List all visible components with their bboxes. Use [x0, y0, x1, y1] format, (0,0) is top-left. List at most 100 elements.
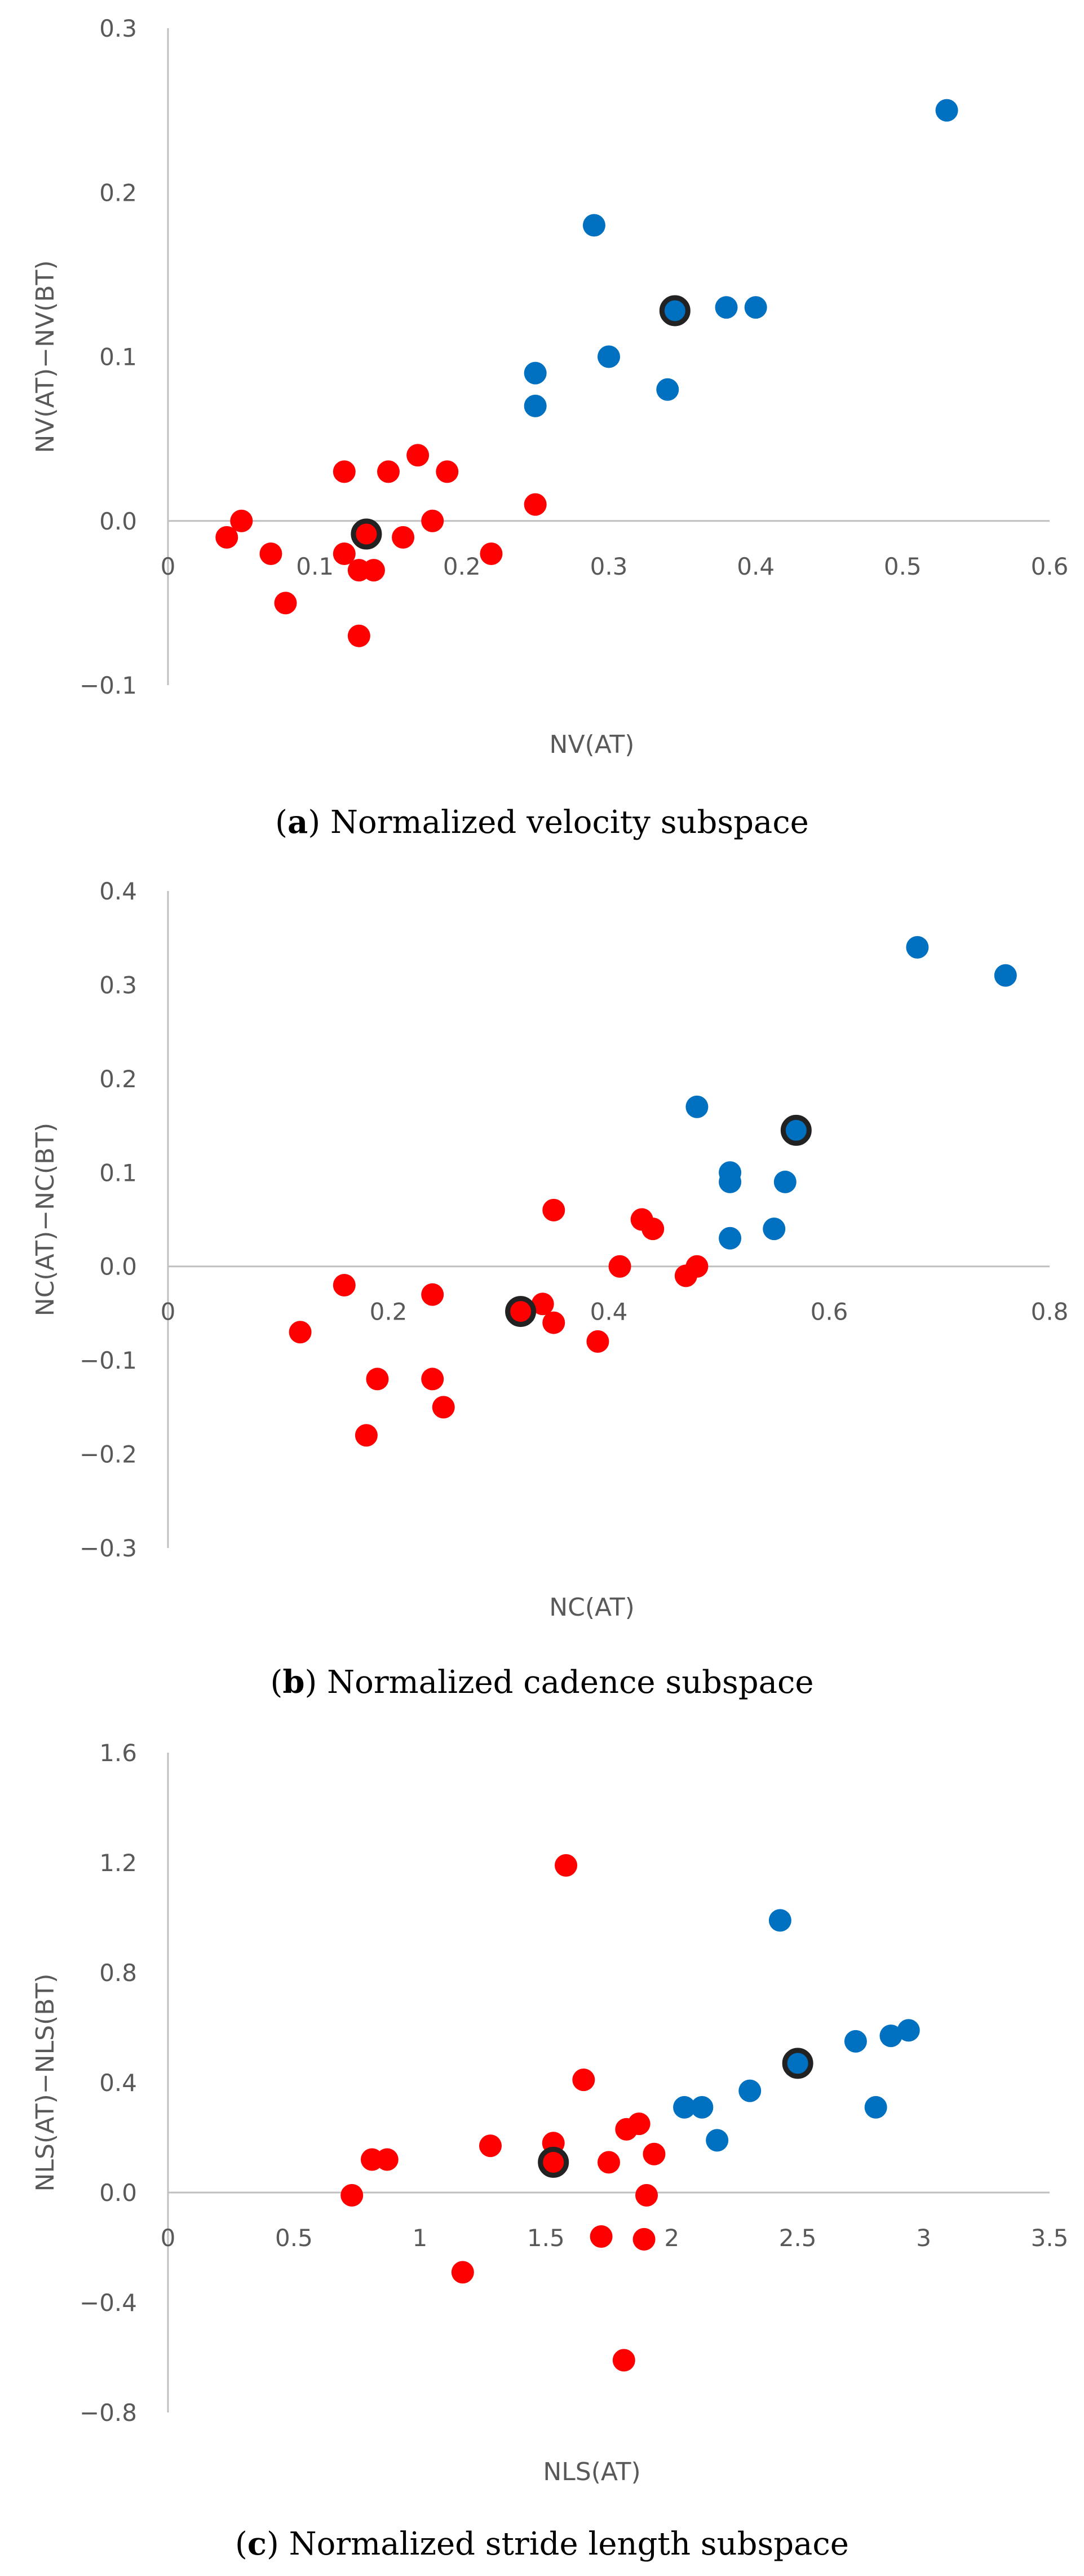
- red-point: [366, 1368, 389, 1391]
- red-point: [632, 2227, 656, 2251]
- x-tick-label: 2.5: [779, 2224, 817, 2252]
- caption-text: Normalized stride length subspace: [289, 2526, 849, 2562]
- y-tick-label: −0.3: [79, 1534, 137, 1562]
- y-axis-title: NLS(AT)−NLS(BT): [31, 1974, 60, 2192]
- x-tick-label: 1: [412, 2224, 427, 2252]
- blue-point: [685, 1095, 709, 1118]
- chart-1: −0.3 −0.2 −0.1 0.0 0.1 0.2 0.3 0.4 0 0.2 0.4 0.6 0.8…: [31, 877, 1068, 1622]
- y-tick-label: 0.0: [99, 508, 137, 535]
- blue-point: [673, 2096, 696, 2119]
- blue-point: [691, 2096, 714, 2119]
- y-tick-label: −0.1: [79, 1347, 137, 1374]
- x-tick-label: 3.5: [1031, 2224, 1069, 2252]
- y-tick-label: 1.2: [99, 1849, 137, 1877]
- red-point: [641, 1218, 665, 1241]
- blue-point: [719, 1170, 742, 1193]
- blue-point: [897, 2019, 920, 2042]
- red-point: [392, 526, 415, 549]
- red-point: [451, 2261, 474, 2284]
- red-point: [531, 1293, 554, 1316]
- red-point: [555, 1854, 578, 1877]
- blue-point: [844, 2030, 867, 2053]
- highlighted-point: [351, 518, 382, 550]
- red-point: [333, 460, 356, 483]
- x-tick-label: 0.6: [811, 1298, 848, 1326]
- red-point: [432, 1396, 455, 1419]
- red-point: [598, 2151, 620, 2174]
- blue-point: [598, 345, 620, 368]
- blue-point: [768, 1909, 791, 1932]
- blue-point: [706, 2129, 729, 2152]
- blue-point: [994, 964, 1017, 987]
- y-tick-label: 0.1: [99, 343, 137, 371]
- x-tick-label: 0.1: [296, 553, 334, 580]
- x-tick-label: 0: [161, 1298, 176, 1326]
- blue-point: [864, 2096, 887, 2119]
- red-point: [259, 542, 282, 565]
- caption-a: (a) Normalized velocity subspace: [275, 804, 809, 841]
- blue-point: [879, 2024, 902, 2048]
- blue-point: [935, 99, 958, 122]
- y-tick-label: 0.2: [99, 179, 137, 206]
- red-point: [524, 493, 547, 516]
- red-point: [542, 1198, 565, 1221]
- x-tick-label: 0.8: [1031, 1298, 1069, 1326]
- highlighted-point: [782, 2048, 813, 2079]
- red-point: [274, 592, 297, 615]
- red-point: [421, 1368, 444, 1391]
- red-point: [635, 2184, 658, 2207]
- caption-letter: b: [282, 1664, 305, 1701]
- y-tick-label: 0.2: [99, 1065, 137, 1093]
- x-tick-label: 3: [916, 2224, 931, 2252]
- red-point: [612, 2349, 635, 2372]
- y-axis-title: NV(AT)−NV(BT): [31, 260, 60, 453]
- red-point: [608, 1255, 631, 1278]
- y-tick-label: 0.4: [99, 2069, 137, 2097]
- red-point: [333, 542, 356, 565]
- caption-c: (c) Normalized stride length subspace: [235, 2525, 849, 2562]
- x-tick-label: 0: [161, 2224, 176, 2252]
- blue-point: [524, 394, 547, 417]
- blue-point: [582, 214, 605, 237]
- blue-point: [744, 296, 767, 319]
- red-point: [340, 2184, 364, 2207]
- red-point: [375, 2148, 399, 2171]
- y-axis-title: NC(AT)−NC(BT): [31, 1123, 60, 1316]
- x-axis-title: NLS(AT): [543, 2458, 640, 2486]
- highlighted-point: [505, 1296, 537, 1327]
- red-point: [333, 1274, 356, 1296]
- y-tick-label: −0.2: [79, 1441, 137, 1468]
- highlighted-point: [659, 295, 691, 327]
- red-point: [421, 1283, 444, 1306]
- red-point: [355, 1424, 378, 1447]
- highlighted-point: [780, 1114, 812, 1146]
- blue-point: [524, 361, 547, 385]
- caption-letter: c: [247, 2525, 267, 2562]
- x-axis-title: NC(AT): [549, 1593, 635, 1622]
- red-point: [590, 2225, 613, 2248]
- x-tick-label: 0.4: [737, 553, 775, 580]
- x-tick-label: 0: [161, 553, 176, 580]
- y-tick-label: 0.0: [99, 1253, 137, 1281]
- red-point: [436, 460, 459, 483]
- x-axis-title: NV(AT): [550, 730, 635, 759]
- x-tick-label: 0.5: [275, 2224, 313, 2252]
- red-point: [215, 526, 238, 549]
- red-point: [406, 444, 430, 467]
- blue-point: [656, 378, 679, 401]
- y-tick-label: −0.8: [79, 2399, 137, 2427]
- y-tick-label: 0.8: [99, 1959, 137, 1987]
- y-tick-label: −0.4: [79, 2289, 137, 2317]
- x-tick-label: 0.3: [590, 553, 628, 580]
- blue-point: [719, 1227, 742, 1250]
- blue-point: [738, 2079, 762, 2102]
- caption-text: Normalized cadence subspace: [327, 1664, 814, 1701]
- chart-0: −0.1 0.0 0.1 0.2 0.3 0 0.1 0.2 0.3 0.4 0.5 0.6 NV(AT…: [31, 15, 1068, 759]
- x-tick-label: 0.5: [884, 553, 922, 580]
- caption-letter: a: [287, 804, 308, 841]
- red-point: [685, 1255, 709, 1278]
- chart-2: −0.8 −0.4 0.0 0.4 0.8 1.2 1.6 0 0.5 1 1.5 2 2.5 3 3.5 N…: [31, 1739, 1068, 2486]
- y-tick-label: 0.1: [99, 1159, 137, 1186]
- y-tick-label: 1.6: [99, 1739, 137, 1767]
- red-point: [347, 624, 370, 647]
